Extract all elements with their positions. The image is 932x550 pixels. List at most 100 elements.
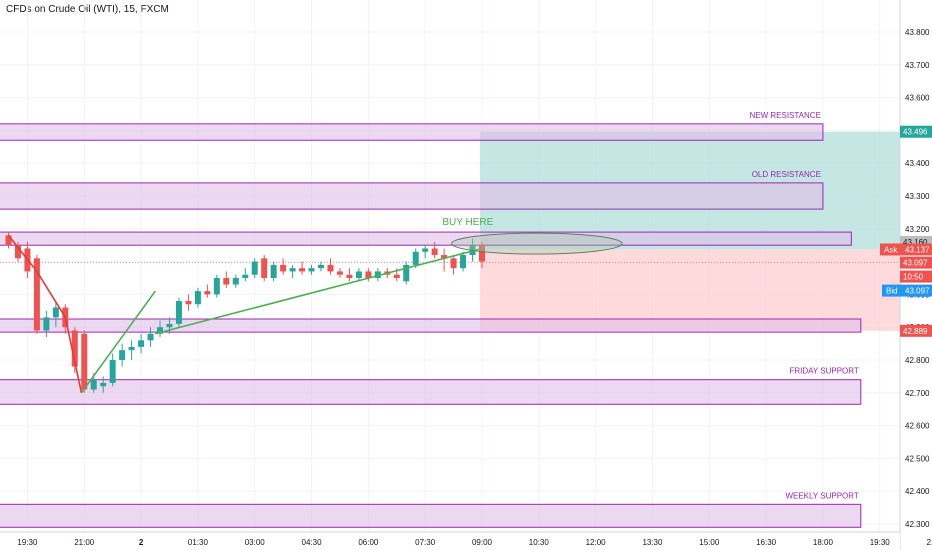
- candle-body[interactable]: [422, 248, 429, 252]
- candle-body[interactable]: [157, 327, 164, 334]
- ask-tag-bg: [880, 243, 932, 256]
- candle-body[interactable]: [71, 330, 78, 367]
- candle-body[interactable]: [14, 245, 21, 259]
- time-tick-label: 04:30: [302, 538, 323, 547]
- trend-line[interactable]: [80, 290, 156, 394]
- candle-body[interactable]: [138, 340, 145, 347]
- time-tick-label: 18:00: [813, 538, 834, 547]
- zone-rect[interactable]: [0, 503, 862, 528]
- stop-price-label-bg: [900, 324, 932, 337]
- last-price-label: 43.097: [903, 259, 928, 268]
- zone-rect[interactable]: [0, 318, 862, 333]
- countdown-label: 10:50: [903, 273, 924, 282]
- candle-body[interactable]: [393, 274, 400, 278]
- symbol-title: CFDs on Crude Oil (WTI), 15, FXCM: [6, 4, 169, 15]
- buy-here-label: BUY HERE: [442, 217, 493, 228]
- candle-body[interactable]: [460, 255, 467, 269]
- time-tick-label: 12:00: [586, 538, 607, 547]
- ask-value: 43.137: [905, 245, 930, 254]
- candle-body[interactable]: [223, 278, 230, 285]
- candle-body[interactable]: [412, 251, 419, 265]
- candle-body[interactable]: [280, 264, 287, 272]
- current-price-label: 43.160: [903, 238, 928, 247]
- candle-body[interactable]: [336, 271, 343, 275]
- candle-body[interactable]: [289, 268, 296, 272]
- stop-price-label: 42.889: [903, 327, 928, 336]
- candle-body[interactable]: [194, 291, 201, 305]
- bid-value: 43.097: [905, 287, 930, 296]
- time-tick-label: 13:30: [642, 538, 663, 547]
- candle-body[interactable]: [318, 264, 325, 269]
- candle-body[interactable]: [232, 278, 239, 285]
- candle-body[interactable]: [175, 300, 182, 324]
- candle-body[interactable]: [346, 274, 353, 278]
- time-tick-label: 07:30: [415, 538, 436, 547]
- candle-body[interactable]: [52, 307, 59, 318]
- candle-body[interactable]: [119, 350, 126, 360]
- zone-label: NEW RESISTANCE: [749, 111, 820, 120]
- price-tick-label: 42.700: [905, 389, 930, 398]
- candle-body[interactable]: [90, 379, 97, 390]
- zone-rect[interactable]: [0, 123, 824, 141]
- time-tick-label: 01:30: [188, 538, 209, 547]
- zone-label: WEEKLY SUPPORT: [785, 491, 858, 500]
- candle-body[interactable]: [355, 271, 362, 278]
- position-stop-area[interactable]: [480, 249, 928, 331]
- candle-body[interactable]: [403, 264, 410, 282]
- price-tick-label: 42.800: [905, 356, 930, 365]
- time-tick-label: 19:30: [17, 538, 38, 547]
- candle-body[interactable]: [251, 261, 258, 275]
- candle-body[interactable]: [242, 274, 249, 278]
- candle-body[interactable]: [365, 271, 372, 278]
- candle-body[interactable]: [441, 255, 448, 259]
- candle-body[interactable]: [5, 235, 12, 246]
- candle-body[interactable]: [147, 333, 154, 341]
- ask-label: Ask: [884, 245, 898, 254]
- candle-body[interactable]: [81, 333, 88, 390]
- candle-body[interactable]: [128, 346, 135, 351]
- candle-body[interactable]: [450, 258, 457, 269]
- candle-body[interactable]: [33, 258, 40, 331]
- price-tick-label: 43.700: [905, 61, 930, 70]
- time-tick-label: 21:00: [74, 538, 95, 547]
- trend-line[interactable]: [7, 234, 83, 393]
- zone-rect[interactable]: [0, 379, 862, 405]
- price-tick-label: 42.600: [905, 422, 930, 431]
- candle-body[interactable]: [43, 317, 50, 331]
- candle-body[interactable]: [374, 271, 381, 278]
- candle-body[interactable]: [213, 278, 220, 295]
- time-tick-label: 10:30: [529, 538, 550, 547]
- price-tick-label: 42.500: [905, 454, 930, 463]
- price-tick-label: 43.200: [905, 225, 930, 234]
- time-tick-label: 16:30: [756, 538, 777, 547]
- candle-body[interactable]: [100, 382, 107, 387]
- price-tick-label: 42.300: [905, 520, 930, 529]
- candle-body[interactable]: [270, 264, 277, 278]
- zone-rect[interactable]: [0, 231, 852, 246]
- candle-body[interactable]: [261, 258, 268, 278]
- candle-body[interactable]: [327, 264, 334, 272]
- time-axis[interactable]: [0, 532, 900, 550]
- price-tick-label: 42.400: [905, 487, 930, 496]
- candle-body[interactable]: [204, 291, 211, 295]
- candle-body[interactable]: [299, 268, 306, 272]
- candle-body[interactable]: [109, 360, 116, 383]
- buy-zone-ellipse[interactable]: [451, 232, 623, 255]
- candle-body[interactable]: [431, 248, 438, 256]
- countdown-label-bg: [900, 270, 932, 283]
- zone-rect[interactable]: [0, 182, 824, 210]
- zone-label: OLD RESISTANCE: [752, 170, 821, 179]
- bid-label: Bid: [886, 287, 898, 296]
- time-tick-label: 15:00: [699, 538, 720, 547]
- candle-body[interactable]: [308, 268, 315, 272]
- trend-line[interactable]: [155, 247, 483, 335]
- candle-body[interactable]: [166, 323, 173, 328]
- price-tick-label: 43.300: [905, 192, 930, 201]
- time-tick-label: 19:30: [870, 538, 891, 547]
- last-price-label-bg: [900, 256, 932, 269]
- candle-body[interactable]: [479, 245, 485, 262]
- target-price-label-bg: [900, 125, 932, 138]
- price-tick-label: 43.400: [905, 159, 930, 168]
- candle-body[interactable]: [185, 300, 192, 305]
